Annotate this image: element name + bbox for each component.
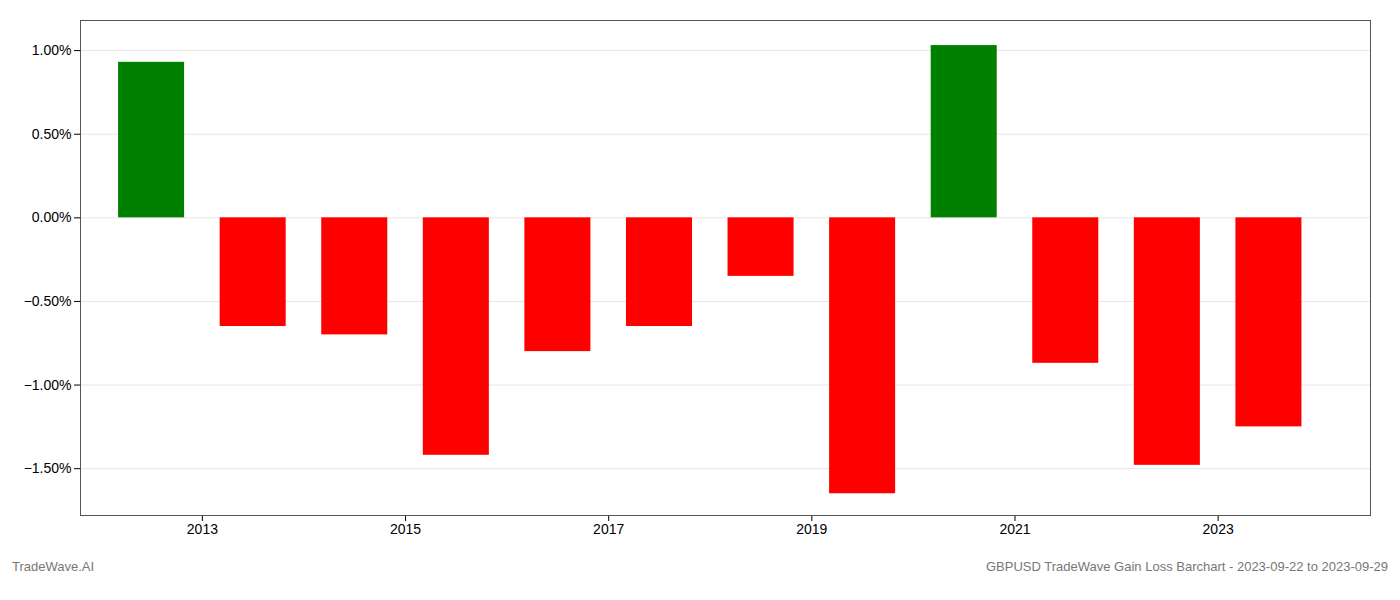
html-text:GBPUSD TradeWave Gain Loss Bar: GBPUSD TradeWave Gain Loss Barchart - 20…	[986, 559, 1388, 574]
svg-text:2021: 2021	[999, 521, 1030, 537]
svg-text:2019: 2019	[796, 521, 827, 537]
svg-text:2023: 2023	[1203, 521, 1234, 537]
svg-text:1.00%: 1.00%	[32, 42, 72, 58]
svg-text:2017: 2017	[593, 521, 624, 537]
svg-text:−1.50%: −1.50%	[24, 460, 72, 476]
svg-text:2013: 2013	[187, 521, 218, 537]
svg-text:−0.50%: −0.50%	[24, 293, 72, 309]
svg-text:2015: 2015	[390, 521, 421, 537]
html-text:TradeWave.AI: TradeWave.AI	[12, 559, 95, 574]
svg-text:0.00%: 0.00%	[32, 209, 72, 225]
svg-text:0.50%: 0.50%	[32, 126, 72, 142]
svg-text:−1.00%: −1.00%	[24, 377, 72, 393]
